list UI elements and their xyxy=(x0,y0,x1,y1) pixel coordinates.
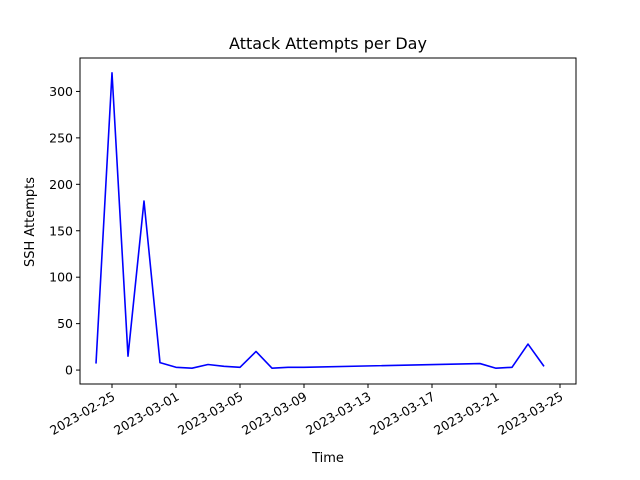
x-axis-label: Time xyxy=(311,451,344,466)
y-tick-label: 250 xyxy=(49,130,73,145)
plot-frame xyxy=(79,57,577,385)
series-group xyxy=(95,72,545,370)
series-line xyxy=(95,72,545,370)
y-tick-label: 100 xyxy=(49,270,73,285)
y-axis-ticks: 0 50 100 150 200 250 300 xyxy=(49,84,80,378)
y-axis-label: SSH Attempts xyxy=(23,177,38,267)
y-tick-label: 200 xyxy=(49,177,73,192)
y-tick-label: 300 xyxy=(49,84,73,99)
y-tick-label: 50 xyxy=(57,316,73,331)
y-tick-label: 0 xyxy=(65,363,73,378)
y-tick-label: 150 xyxy=(49,223,73,238)
chart-title: Attack Attempts per Day xyxy=(229,34,427,53)
